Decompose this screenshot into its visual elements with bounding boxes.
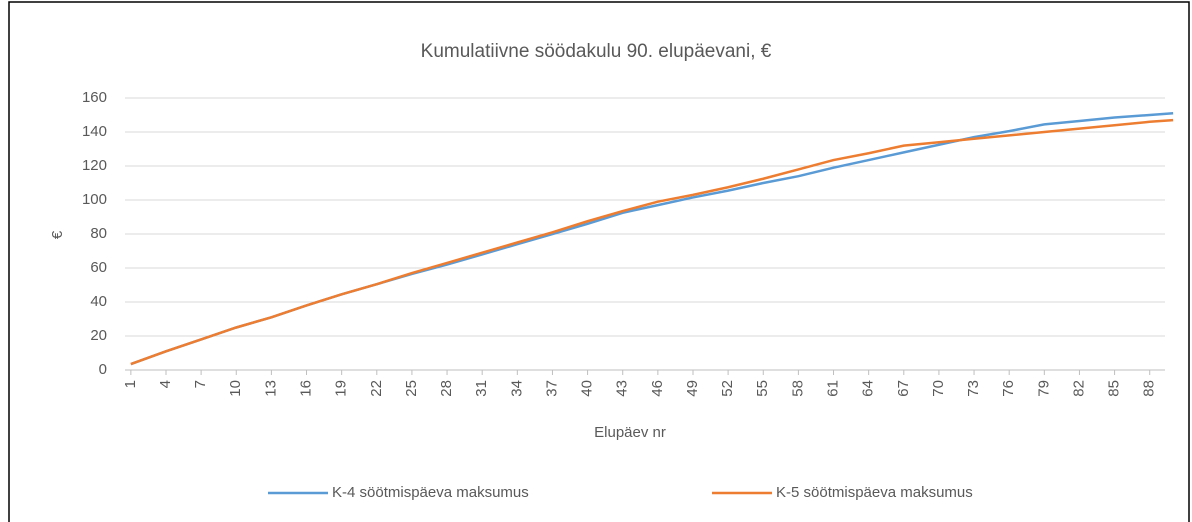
x-tick-label: 85 [1106, 380, 1123, 397]
legend-label: K-4 söötmispäeva maksumus [332, 484, 529, 501]
chart-border [8, 1, 1190, 522]
x-tick-label: 1 [122, 380, 139, 388]
y-tick-label: 120 [82, 157, 107, 174]
x-tick-label: 28 [438, 380, 455, 397]
x-tick-label: 61 [824, 380, 841, 397]
y-axis-label: € [49, 230, 66, 239]
x-tick-label: 79 [1035, 380, 1052, 397]
x-tick-label: 55 [754, 380, 771, 397]
x-tick-label: 7 [192, 380, 209, 388]
y-tick-label: 80 [90, 225, 107, 242]
x-tick-label: 43 [614, 380, 631, 397]
x-tick-label: 73 [965, 380, 982, 397]
x-tick-label: 70 [930, 380, 947, 397]
y-tick-label: 100 [82, 191, 107, 208]
x-tick-label: 34 [508, 380, 525, 397]
x-tick-label: 40 [579, 380, 596, 397]
x-tick-label: 64 [860, 380, 877, 397]
y-tick-label: 40 [90, 293, 107, 310]
x-tick-label: 76 [1000, 380, 1017, 397]
x-tick-label: 37 [543, 380, 560, 397]
x-tick-label: 16 [297, 380, 314, 397]
x-tick-label: 22 [368, 380, 385, 397]
x-tick-label: 10 [227, 380, 244, 397]
y-tick-label: 140 [82, 123, 107, 140]
y-tick-label: 0 [99, 361, 107, 378]
x-tick-label: 82 [1070, 380, 1087, 397]
x-tick-label: 52 [719, 380, 736, 397]
x-tick-label: 88 [1141, 380, 1158, 397]
x-tick-label: 4 [157, 380, 174, 388]
y-tick-label: 60 [90, 259, 107, 276]
chart-title: Kumulatiivne söödakulu 90. elupäevani, € [421, 41, 772, 62]
x-tick-label: 58 [789, 380, 806, 397]
x-tick-label: 49 [684, 380, 701, 397]
x-axis-label: Elupäev nr [594, 424, 666, 441]
x-tick-label: 19 [333, 380, 350, 397]
series-line [130, 118, 1174, 366]
x-tick-label: 25 [403, 380, 420, 397]
x-tick-label: 13 [262, 380, 279, 397]
x-tick-label: 46 [649, 380, 666, 397]
x-tick-label: 31 [473, 380, 490, 397]
legend-label: K-5 söötmispäeva maksumus [776, 484, 973, 501]
y-tick-label: 20 [90, 327, 107, 344]
y-tick-label: 160 [82, 89, 107, 106]
x-tick-label: 67 [895, 380, 912, 397]
